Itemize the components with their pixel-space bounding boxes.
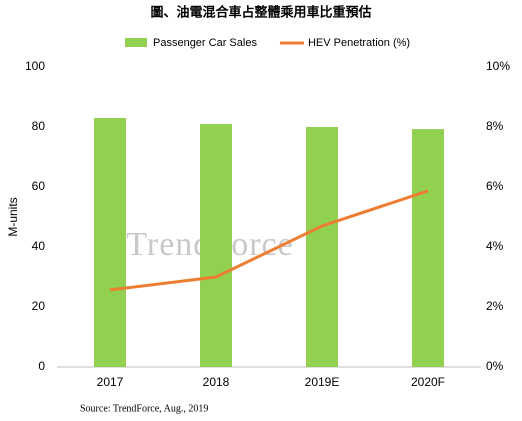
legend-swatch [125, 38, 147, 47]
y-tick-label: 40 [32, 239, 46, 253]
legend-label: HEV Penetration (%) [308, 37, 410, 49]
y2-tick-label: 8% [486, 119, 504, 133]
x-tick-label: 2018 [203, 375, 230, 389]
source: Source: TrendForce, Aug., 2019 [80, 403, 208, 414]
x-tick-label: 2020F [411, 375, 445, 389]
chart-title: 圖、油電混合車占整體乘用車比重預估 [150, 4, 371, 19]
line [109, 189, 429, 292]
bar [306, 127, 338, 367]
bar [94, 118, 126, 367]
y-tick-label: 0 [38, 359, 45, 373]
y-tick-label: 80 [32, 119, 46, 133]
x-tick-label: 2017 [97, 375, 124, 389]
y2-tick-label: 0% [486, 359, 504, 373]
legend-label: Passenger Car Sales [153, 37, 257, 49]
y2-tick-label: 4% [486, 239, 504, 253]
bar [200, 124, 232, 367]
x-tick-label: 2019E [305, 375, 340, 389]
y-axis-label: M-units [6, 197, 20, 236]
y2-tick-label: 2% [486, 299, 504, 313]
y2-tick-label: 10% [486, 59, 510, 73]
y2-tick-label: 6% [486, 179, 504, 193]
y-tick-label: 60 [32, 179, 46, 193]
y-tick-label: 20 [32, 299, 46, 313]
y-tick-label: 100 [25, 59, 45, 73]
bar [412, 129, 444, 367]
